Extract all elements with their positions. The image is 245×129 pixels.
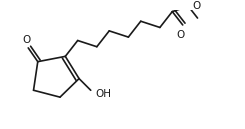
Text: O: O [22,35,30,45]
Text: O: O [192,1,200,11]
Text: O: O [176,30,185,40]
Text: OH: OH [95,89,111,99]
